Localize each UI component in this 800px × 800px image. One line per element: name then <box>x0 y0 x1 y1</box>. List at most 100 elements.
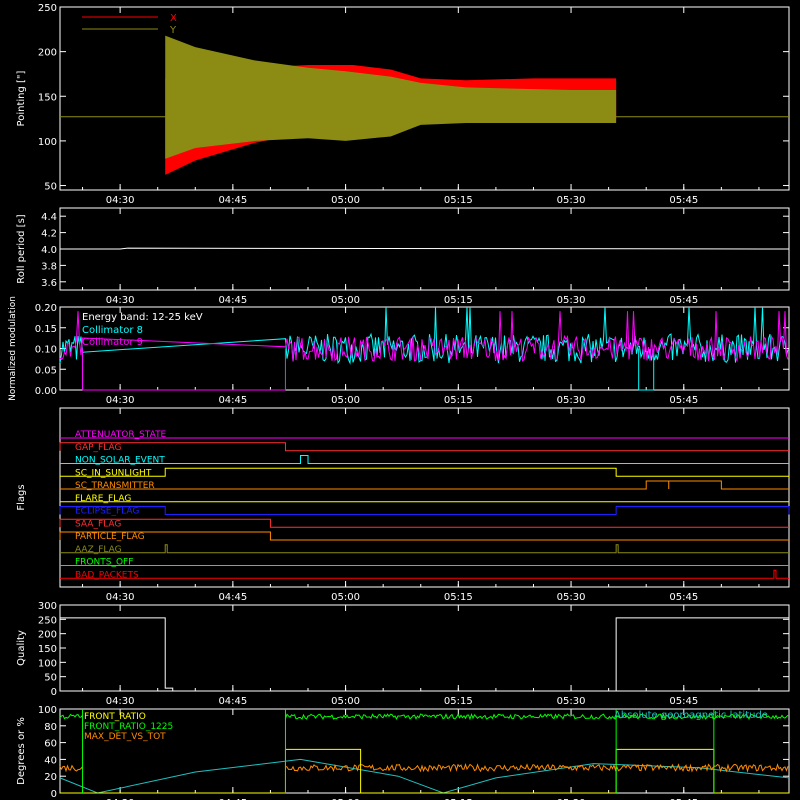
y-axis-label: Degrees or % <box>16 717 27 785</box>
geomagnetic-latitude-line <box>59 758 790 794</box>
y-tick-label: 0.20 <box>35 303 57 314</box>
x-tick-label: 05:15 <box>444 395 473 406</box>
y-tick-label: 200 <box>38 48 57 59</box>
panel-frame <box>59 407 790 588</box>
panel-6: Degrees or % <box>16 708 790 794</box>
legend-label: FRONT_RATIO_1225 <box>84 722 173 732</box>
x-tick-label: 05:30 <box>557 395 586 406</box>
flag-trace-non-solar-event <box>60 455 789 464</box>
y-tick-label: 80 <box>44 722 57 733</box>
flag-trace-sc-transmitter <box>60 480 789 490</box>
x-tick-label: 05:30 <box>557 592 586 603</box>
x-tick-label: 04:45 <box>218 395 247 406</box>
y-tick-label: 3.8 <box>41 261 57 272</box>
geomagnetic-latitude-annotation: Absolute geomagnetic latitude <box>614 710 768 721</box>
x-tick-label: 05:00 <box>331 798 360 800</box>
roll-period-line <box>60 247 790 250</box>
flag-label: SC_TRANSMITTER <box>75 481 155 491</box>
x-tick-label: 05:45 <box>669 395 698 406</box>
y-tick-label: 250 <box>38 3 57 14</box>
x-tick-label: 04:45 <box>218 798 247 800</box>
flag-label: NON_SOLAR_EVENT <box>75 456 165 466</box>
flag-label: GAP_FLAG <box>75 443 121 453</box>
flag-trace-gap-flag <box>59 442 789 452</box>
y-tick-label: 150 <box>38 644 57 655</box>
y-tick-label: 3.6 <box>41 278 57 289</box>
x-tick-label: 04:30 <box>106 395 135 406</box>
series-collimator-8-line <box>59 306 789 365</box>
y-tick-label: 4.2 <box>41 229 57 240</box>
x-tick-label: 04:45 <box>218 295 247 306</box>
x-tick-label: 04:45 <box>218 696 247 707</box>
x-tick-label: 05:45 <box>669 295 698 306</box>
legend-label: X <box>170 13 177 24</box>
panel-1: Pointing ["] <box>16 6 790 191</box>
x-tick-label: 04:30 <box>106 696 135 707</box>
x-tick-label: 05:15 <box>444 195 473 206</box>
y-tick-label: 40 <box>44 755 57 766</box>
flag-label: ATTENUATOR_STATE <box>75 430 167 440</box>
x-tick-label: 05:45 <box>669 798 698 800</box>
y-axis-label: Normalized modulation <box>8 296 18 401</box>
y-tick-label: 0.00 <box>35 386 57 397</box>
panel-2: Roll period [s] <box>16 207 790 291</box>
x-tick-label: 05:00 <box>331 592 360 603</box>
y-tick-label: 100 <box>38 705 57 716</box>
panel-5: Quality <box>16 604 790 692</box>
x-tick-label: 05:30 <box>557 798 586 800</box>
flag-label: PARTICLE_FLAG <box>75 532 145 542</box>
energy-band-annotation: Energy band: 12-25 keV <box>82 312 203 323</box>
y-tick-label: 50 <box>44 182 57 193</box>
legend-label: FRONT_RATIO <box>84 712 146 722</box>
x-tick-label: 04:45 <box>218 195 247 206</box>
x-tick-label: 05:15 <box>444 696 473 707</box>
x-tick-label: 05:30 <box>557 295 586 306</box>
flag-label: SC_IN_SUNLIGHT <box>75 468 152 478</box>
flag-label: FRONTS_OFF <box>75 558 133 568</box>
panel-frame <box>59 6 790 191</box>
x-tick-label: 05:45 <box>669 592 698 603</box>
x-tick-label: 05:15 <box>444 592 473 603</box>
y-tick-label: 150 <box>38 92 57 103</box>
series-collimator-9-line <box>59 311 789 363</box>
y-tick-label: 100 <box>38 137 57 148</box>
flag-trace-aaz-flag <box>60 544 789 554</box>
y-tick-label: 200 <box>38 630 57 641</box>
legend-label: Y <box>169 25 177 36</box>
y-axis-label: Quality <box>16 630 27 666</box>
x-tick-label: 05:00 <box>331 696 360 707</box>
y-tick-label: 250 <box>38 615 57 626</box>
y-axis-label: Roll period [s] <box>16 214 27 283</box>
x-tick-label: 04:45 <box>218 592 247 603</box>
legend-label: MAX_DET_VS_TOT <box>84 732 166 742</box>
x-tick-label: 05:30 <box>557 696 586 707</box>
x-tick-label: 05:15 <box>444 295 473 306</box>
flag-label: FLARE_FLAG <box>75 494 131 504</box>
y-tick-label: 100 <box>38 658 57 669</box>
quality-line <box>60 617 789 692</box>
y-tick-label: 0.05 <box>35 365 57 376</box>
x-tick-label: 04:30 <box>106 592 135 603</box>
x-tick-label: 05:00 <box>331 295 360 306</box>
legend-label: Collimator 9 <box>82 337 143 348</box>
flag-label: BAD_PACKETS <box>75 570 139 580</box>
series-front-ratio-1225-line <box>59 712 789 721</box>
x-tick-label: 05:00 <box>331 195 360 206</box>
x-tick-label: 05:00 <box>331 395 360 406</box>
y-tick-label: 4.4 <box>41 212 57 223</box>
y-tick-label: 0.15 <box>35 324 57 335</box>
y-tick-label: 60 <box>44 739 57 750</box>
x-tick-label: 04:30 <box>106 195 135 206</box>
y-tick-label: 50 <box>44 673 57 684</box>
y-axis-label: Pointing ["] <box>16 70 27 126</box>
flag-trace-particle-flag <box>59 531 789 541</box>
x-tick-label: 05:45 <box>669 696 698 707</box>
legend-label: Collimator 8 <box>82 325 143 336</box>
x-tick-label: 05:45 <box>669 195 698 206</box>
series-y-envelope <box>165 35 617 159</box>
flag-label: AAZ_FLAG <box>75 545 122 555</box>
x-tick-label: 04:30 <box>106 295 135 306</box>
flag-trace-sc-in-sunlight <box>60 467 789 477</box>
y-axis-label: Flags <box>16 484 27 510</box>
